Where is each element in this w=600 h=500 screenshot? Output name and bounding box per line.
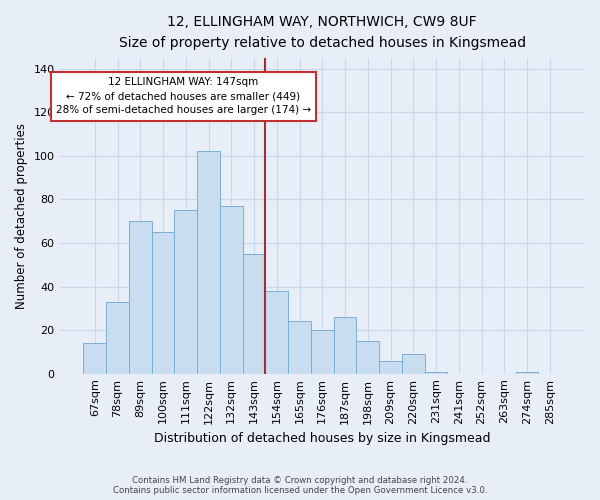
Text: Contains HM Land Registry data © Crown copyright and database right 2024.
Contai: Contains HM Land Registry data © Crown c…	[113, 476, 487, 495]
Bar	[288, 322, 311, 374]
Bar	[334, 317, 356, 374]
Bar	[265, 291, 288, 374]
Text: 12 ELLINGHAM WAY: 147sqm
← 72% of detached houses are smaller (449)
28% of semi-: 12 ELLINGHAM WAY: 147sqm ← 72% of detach…	[56, 78, 311, 116]
Bar	[515, 372, 538, 374]
Bar	[175, 210, 197, 374]
Title: 12, ELLINGHAM WAY, NORTHWICH, CW9 8UF
Size of property relative to detached hous: 12, ELLINGHAM WAY, NORTHWICH, CW9 8UF Si…	[119, 15, 526, 50]
Bar	[129, 221, 152, 374]
Bar	[379, 360, 402, 374]
Bar	[220, 206, 242, 374]
Bar	[356, 341, 379, 374]
Bar	[197, 152, 220, 374]
Bar	[311, 330, 334, 374]
Bar	[152, 232, 175, 374]
Bar	[83, 343, 106, 374]
Bar	[106, 302, 129, 374]
Bar	[242, 254, 265, 374]
X-axis label: Distribution of detached houses by size in Kingsmead: Distribution of detached houses by size …	[154, 432, 491, 445]
Y-axis label: Number of detached properties: Number of detached properties	[15, 122, 28, 308]
Bar	[425, 372, 448, 374]
Bar	[402, 354, 425, 374]
